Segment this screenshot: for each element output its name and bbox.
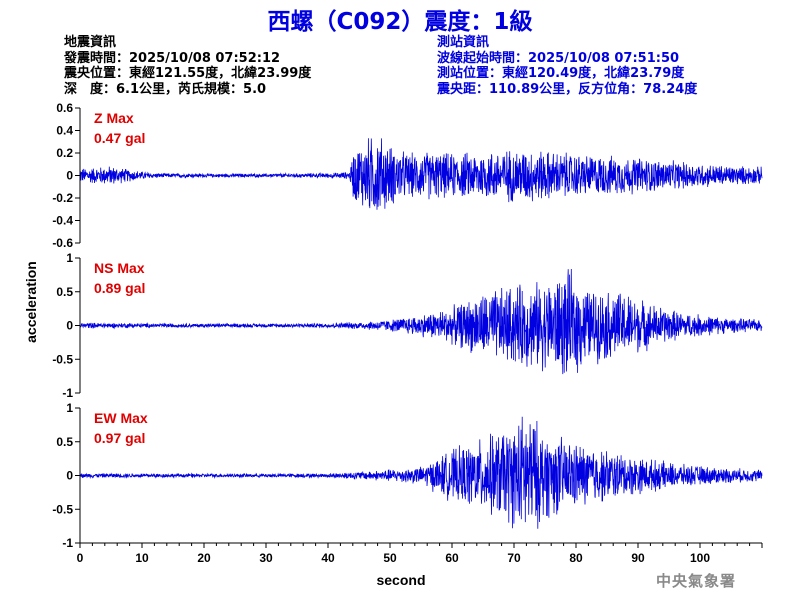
waveform-z	[80, 138, 762, 210]
y-tick-label: 0	[66, 169, 73, 183]
x-tick-label: 90	[631, 551, 645, 565]
max-value: 0.47 gal	[94, 130, 145, 146]
y-tick-label: 0.2	[56, 146, 73, 160]
max-value: 0.89 gal	[94, 280, 145, 296]
y-tick-label: -0.6	[52, 236, 73, 250]
x-tick-label: 70	[507, 551, 521, 565]
y-tick-label: -0.5	[52, 352, 73, 366]
x-tick-label: 0	[77, 551, 84, 565]
max-label: NS Max	[94, 260, 145, 276]
panel-ew	[75, 408, 762, 543]
y-axis-title: acceleration	[23, 261, 39, 343]
y-tick-label: -1	[62, 386, 73, 400]
x-tick-label: 50	[383, 551, 397, 565]
y-tick-label: 0.4	[56, 124, 73, 138]
y-tick-label: -0.4	[52, 214, 73, 228]
waveform-ew	[80, 417, 762, 529]
max-value: 0.97 gal	[94, 430, 145, 446]
x-tick-label: 80	[569, 551, 583, 565]
x-tick-label: 40	[321, 551, 335, 565]
x-tick-label: 10	[135, 551, 149, 565]
x-axis-title: second	[376, 572, 425, 588]
y-tick-label: 0	[66, 319, 73, 333]
panel-z	[75, 108, 762, 243]
y-tick-label: 0	[66, 469, 73, 483]
x-tick-label: 100	[690, 551, 710, 565]
x-tick-label: 60	[445, 551, 459, 565]
y-tick-label: 0.5	[56, 285, 73, 299]
y-tick-label: -1	[62, 536, 73, 550]
y-tick-label: 1	[66, 401, 73, 415]
max-label: EW Max	[94, 410, 148, 426]
x-tick-label: 20	[197, 551, 211, 565]
y-tick-label: 0.5	[56, 435, 73, 449]
waveform-ns	[80, 269, 762, 374]
y-tick-label: 0.6	[56, 101, 73, 115]
agency-footer: 中央氣象署	[656, 570, 736, 591]
x-tick-label: 30	[259, 551, 273, 565]
panel-ns	[75, 258, 762, 393]
y-tick-label: -0.5	[52, 502, 73, 516]
y-tick-label: -0.2	[52, 191, 73, 205]
y-tick-label: 1	[66, 251, 73, 265]
max-label: Z Max	[94, 110, 134, 126]
